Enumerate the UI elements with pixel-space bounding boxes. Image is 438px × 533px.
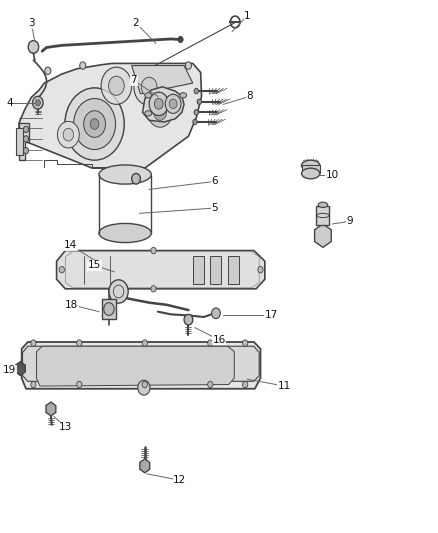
Circle shape bbox=[184, 314, 193, 325]
Circle shape bbox=[194, 88, 198, 94]
Text: 12: 12 bbox=[173, 475, 186, 485]
Circle shape bbox=[243, 340, 248, 346]
Text: 1: 1 bbox=[244, 11, 251, 21]
Text: 10: 10 bbox=[326, 170, 339, 180]
Circle shape bbox=[194, 110, 198, 115]
Text: 3: 3 bbox=[28, 18, 35, 28]
Circle shape bbox=[208, 381, 213, 387]
Polygon shape bbox=[46, 402, 56, 416]
Circle shape bbox=[138, 380, 150, 395]
Polygon shape bbox=[228, 256, 239, 284]
Circle shape bbox=[243, 381, 248, 387]
Text: 7: 7 bbox=[131, 76, 137, 85]
Circle shape bbox=[65, 88, 124, 160]
Text: 6: 6 bbox=[211, 176, 218, 187]
Bar bbox=[316, 206, 329, 225]
Circle shape bbox=[77, 381, 82, 387]
Circle shape bbox=[153, 104, 166, 120]
Text: 13: 13 bbox=[59, 422, 72, 432]
Circle shape bbox=[90, 119, 99, 130]
Polygon shape bbox=[210, 256, 221, 284]
Circle shape bbox=[23, 126, 28, 133]
Circle shape bbox=[28, 41, 39, 53]
Circle shape bbox=[57, 122, 79, 148]
Circle shape bbox=[104, 303, 114, 316]
Polygon shape bbox=[19, 123, 29, 160]
Polygon shape bbox=[22, 346, 259, 381]
Text: 19: 19 bbox=[3, 365, 16, 375]
Circle shape bbox=[80, 62, 86, 69]
Text: 18: 18 bbox=[65, 300, 78, 310]
Circle shape bbox=[63, 128, 74, 141]
Polygon shape bbox=[19, 63, 201, 168]
Bar bbox=[102, 300, 116, 319]
Text: 4: 4 bbox=[6, 98, 13, 108]
Circle shape bbox=[31, 381, 36, 387]
Polygon shape bbox=[36, 346, 234, 386]
Circle shape bbox=[101, 67, 132, 104]
Circle shape bbox=[178, 36, 183, 43]
Circle shape bbox=[32, 96, 43, 109]
Ellipse shape bbox=[145, 111, 152, 116]
Circle shape bbox=[142, 381, 148, 387]
Ellipse shape bbox=[99, 165, 151, 184]
Circle shape bbox=[169, 99, 177, 109]
Circle shape bbox=[258, 266, 263, 273]
Text: 15: 15 bbox=[88, 261, 101, 270]
Ellipse shape bbox=[301, 160, 320, 171]
Circle shape bbox=[141, 77, 157, 96]
Circle shape bbox=[31, 340, 36, 346]
Polygon shape bbox=[21, 342, 261, 389]
Ellipse shape bbox=[318, 202, 328, 207]
Circle shape bbox=[212, 308, 220, 319]
Circle shape bbox=[77, 340, 82, 346]
Circle shape bbox=[197, 99, 201, 104]
Text: 17: 17 bbox=[265, 310, 278, 320]
Text: 8: 8 bbox=[246, 91, 253, 101]
Circle shape bbox=[132, 173, 141, 184]
Ellipse shape bbox=[145, 93, 152, 98]
Ellipse shape bbox=[301, 168, 320, 179]
Polygon shape bbox=[314, 224, 331, 247]
Circle shape bbox=[151, 286, 156, 292]
Polygon shape bbox=[143, 87, 184, 122]
Circle shape bbox=[45, 67, 51, 75]
Circle shape bbox=[193, 119, 197, 125]
Circle shape bbox=[109, 76, 124, 95]
Ellipse shape bbox=[99, 223, 151, 243]
Text: 11: 11 bbox=[278, 381, 291, 391]
Polygon shape bbox=[132, 66, 193, 94]
Circle shape bbox=[165, 94, 181, 114]
Text: 9: 9 bbox=[346, 216, 353, 227]
Circle shape bbox=[151, 247, 156, 254]
Circle shape bbox=[35, 100, 40, 106]
Circle shape bbox=[23, 148, 28, 154]
Circle shape bbox=[109, 280, 128, 303]
Circle shape bbox=[185, 62, 191, 69]
Circle shape bbox=[23, 136, 28, 142]
Text: 16: 16 bbox=[212, 335, 226, 345]
Polygon shape bbox=[15, 362, 25, 375]
Circle shape bbox=[208, 340, 213, 346]
Circle shape bbox=[84, 111, 106, 138]
Circle shape bbox=[142, 340, 148, 346]
Circle shape bbox=[74, 99, 116, 150]
Circle shape bbox=[154, 99, 163, 109]
Circle shape bbox=[148, 98, 172, 127]
Bar bbox=[301, 165, 320, 173]
Text: 14: 14 bbox=[64, 240, 77, 250]
Polygon shape bbox=[57, 251, 265, 289]
Text: 2: 2 bbox=[133, 18, 139, 28]
Polygon shape bbox=[193, 256, 204, 284]
Polygon shape bbox=[140, 459, 150, 473]
Circle shape bbox=[134, 68, 164, 106]
Circle shape bbox=[59, 266, 64, 273]
Ellipse shape bbox=[180, 93, 187, 98]
Circle shape bbox=[149, 92, 168, 116]
Polygon shape bbox=[16, 128, 23, 155]
Text: 5: 5 bbox=[211, 203, 218, 213]
